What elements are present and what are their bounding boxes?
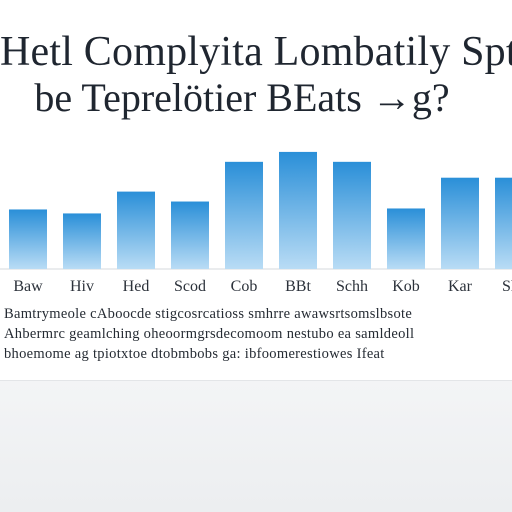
bar-8 — [387, 208, 425, 269]
bar-5 — [225, 161, 263, 269]
caption-line-1: Bamtrymeole cAboocde stigcosrcatioss smh… — [4, 306, 413, 322]
bar-1 — [9, 209, 47, 269]
chart-subtitle: be Teprelötier BEats →g? — [34, 75, 450, 120]
bar-7 — [333, 161, 371, 269]
bar-4 — [171, 201, 209, 269]
bar-9 — [441, 177, 479, 269]
x-tick-label-5: Cob — [231, 278, 258, 295]
x-tick-label-2: Hiv — [70, 278, 94, 295]
bar-10 — [495, 177, 512, 269]
caption-line-2: Ahbermrc geamlching oheoormgrsdecomoom n… — [4, 326, 415, 342]
x-tick-label-1: Baw — [13, 278, 43, 295]
x-tick-label-9: Kar — [448, 278, 473, 295]
x-tick-label-7: Schh — [336, 278, 368, 295]
bar-6 — [279, 151, 317, 269]
x-tick-label-10: Sha — [502, 278, 512, 295]
chart-title: Hetl Complyita Lombatily Spti — [0, 29, 512, 75]
x-tick-labels: Baw Hiv Hed Scod Cob BBt Schh Kob Kar Sha — [13, 278, 512, 295]
chart-card: Hetl Complyita Lombatily Spti be Teprelö… — [0, 0, 512, 381]
caption-line-3: bhoemome ag tpiotxtoe dtobmbobs ga: ibfo… — [4, 346, 385, 362]
bars — [9, 151, 512, 269]
bar-2 — [63, 213, 101, 269]
bar-3 — [117, 191, 155, 269]
x-tick-label-4: Scod — [174, 278, 206, 295]
x-tick-label-3: Hed — [123, 278, 150, 295]
bar-chart: Baw Hiv Hed Scod Cob BBt Schh Kob Kar Sha — [0, 151, 512, 295]
x-tick-label-8: Kob — [392, 278, 420, 295]
x-tick-label-6: BBt — [285, 278, 311, 295]
